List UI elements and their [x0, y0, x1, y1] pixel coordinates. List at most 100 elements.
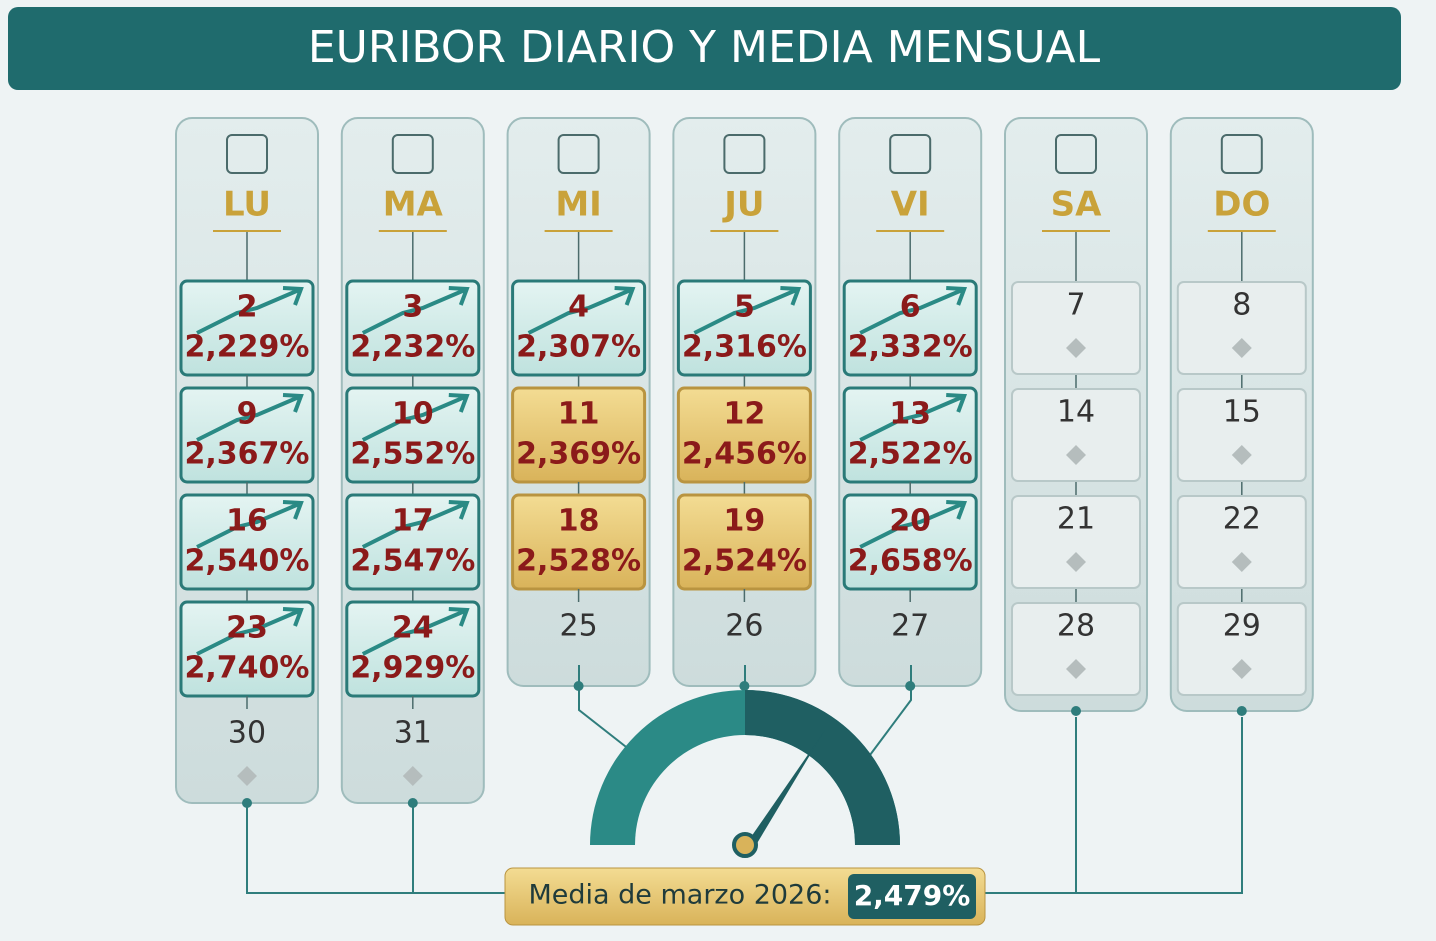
rate: 2,232%	[350, 330, 475, 365]
diamond	[1231, 552, 1252, 572]
trend-arrow	[527, 286, 636, 335]
rate: 2,456%	[682, 437, 807, 472]
day-number: 10	[392, 397, 434, 432]
column-icon	[723, 134, 766, 174]
day-column: MI 4 2,307% 11 2,369% 18 2,528% 25	[506, 117, 651, 691]
gauge	[590, 690, 900, 858]
diamond	[402, 766, 423, 786]
rate: 2,929%	[350, 651, 475, 686]
day-number: 2	[237, 290, 258, 325]
trend-arrow	[196, 286, 304, 335]
title-bar	[8, 7, 1401, 90]
day-number: 17	[392, 504, 434, 539]
day-number: 12	[724, 397, 766, 432]
trend-arrow	[196, 393, 304, 442]
empty-cell	[1011, 602, 1141, 696]
day-number: 16	[226, 504, 268, 539]
diamond	[1231, 659, 1252, 679]
column-header: DO	[1213, 185, 1270, 225]
rate: 2,316%	[682, 330, 807, 365]
day-number: 28	[1057, 609, 1095, 644]
connectors	[246, 665, 1243, 894]
diamond	[1066, 445, 1086, 465]
day-number: 26	[725, 609, 763, 644]
column-icon	[557, 134, 600, 174]
day-number: 18	[558, 504, 600, 539]
footer-label: Media de marzo 2026:	[528, 880, 831, 911]
day-number: 30	[228, 716, 266, 751]
column-dot	[1071, 706, 1081, 716]
empty-cell	[1176, 388, 1307, 482]
empty-cell	[1011, 281, 1141, 375]
day-number: 9	[237, 397, 258, 432]
day-number: 31	[394, 716, 432, 751]
title: EURIBOR DIARIO Y MEDIA MENSUAL	[308, 22, 1101, 73]
empty-cell	[1011, 495, 1141, 589]
column-header: LU	[223, 185, 271, 225]
rate: 2,528%	[516, 544, 641, 579]
rate: 2,369%	[516, 437, 641, 472]
empty-cell	[1176, 281, 1307, 375]
trend-arrow	[693, 286, 802, 335]
diamond	[1231, 445, 1252, 465]
day-number: 27	[891, 609, 929, 644]
day-number: 3	[402, 290, 423, 325]
trend-arrow	[361, 393, 470, 442]
rate: 2,552%	[350, 437, 475, 472]
day-number: 4	[568, 290, 589, 325]
day-number: 19	[724, 504, 766, 539]
day-number: 20	[889, 504, 931, 539]
diamond	[1066, 338, 1086, 358]
rate: 2,547%	[350, 544, 475, 579]
day-number: 5	[734, 290, 755, 325]
day-number: 14	[1057, 395, 1095, 430]
diamond	[237, 766, 257, 786]
day-number: 29	[1223, 609, 1261, 644]
day-number: 7	[1066, 288, 1085, 323]
column-icon	[1055, 134, 1097, 174]
trend-arrow	[361, 607, 470, 656]
empty-cell	[1011, 388, 1141, 482]
empty-cell	[1176, 602, 1307, 696]
column-icon	[1220, 134, 1263, 174]
diamond	[1231, 338, 1252, 358]
diamond	[1066, 552, 1086, 572]
column-header: SA	[1051, 185, 1102, 225]
rate: 2,522%	[848, 437, 973, 472]
day-column: JU 5 2,316% 12 2,456% 19 2,524% 26	[672, 117, 817, 691]
column-header: VI	[891, 185, 930, 225]
day-column: LU 2 2,229% 9 2,367% 16 2,540% 23 2,740% 30	[175, 117, 319, 808]
column-icon	[391, 134, 434, 174]
day-number: 25	[560, 609, 598, 644]
day-number: 24	[392, 611, 434, 646]
rate: 2,229%	[185, 330, 310, 365]
column-dot	[242, 798, 252, 808]
day-number: 6	[900, 290, 921, 325]
day-number: 11	[558, 397, 600, 432]
trend-arrow	[196, 500, 304, 549]
column-header: MI	[555, 185, 601, 225]
column-icon	[889, 134, 932, 174]
empty-cell	[1176, 495, 1307, 589]
trend-arrow	[859, 393, 968, 442]
trend-arrow	[196, 607, 304, 656]
day-column: SA 7 14 21 28	[1004, 117, 1148, 716]
day-number: 23	[226, 611, 268, 646]
rate: 2,367%	[185, 437, 310, 472]
diamond	[1066, 659, 1086, 679]
trend-arrow	[859, 500, 968, 549]
rate: 2,524%	[682, 544, 807, 579]
day-column: MA 3 2,232% 10 2,552% 17 2,547% 24 2,929% 31	[340, 117, 485, 808]
trend-arrow	[361, 500, 470, 549]
column-dot	[407, 798, 418, 808]
column-icon	[226, 134, 268, 174]
trend-arrow	[361, 286, 470, 335]
column-header: MA	[383, 185, 444, 225]
day-number: 21	[1057, 502, 1095, 537]
day-number: 22	[1223, 502, 1261, 537]
day-number: 13	[889, 397, 931, 432]
column-dot	[1236, 706, 1247, 716]
day-number: 8	[1232, 288, 1251, 323]
rate: 2,540%	[185, 544, 310, 579]
